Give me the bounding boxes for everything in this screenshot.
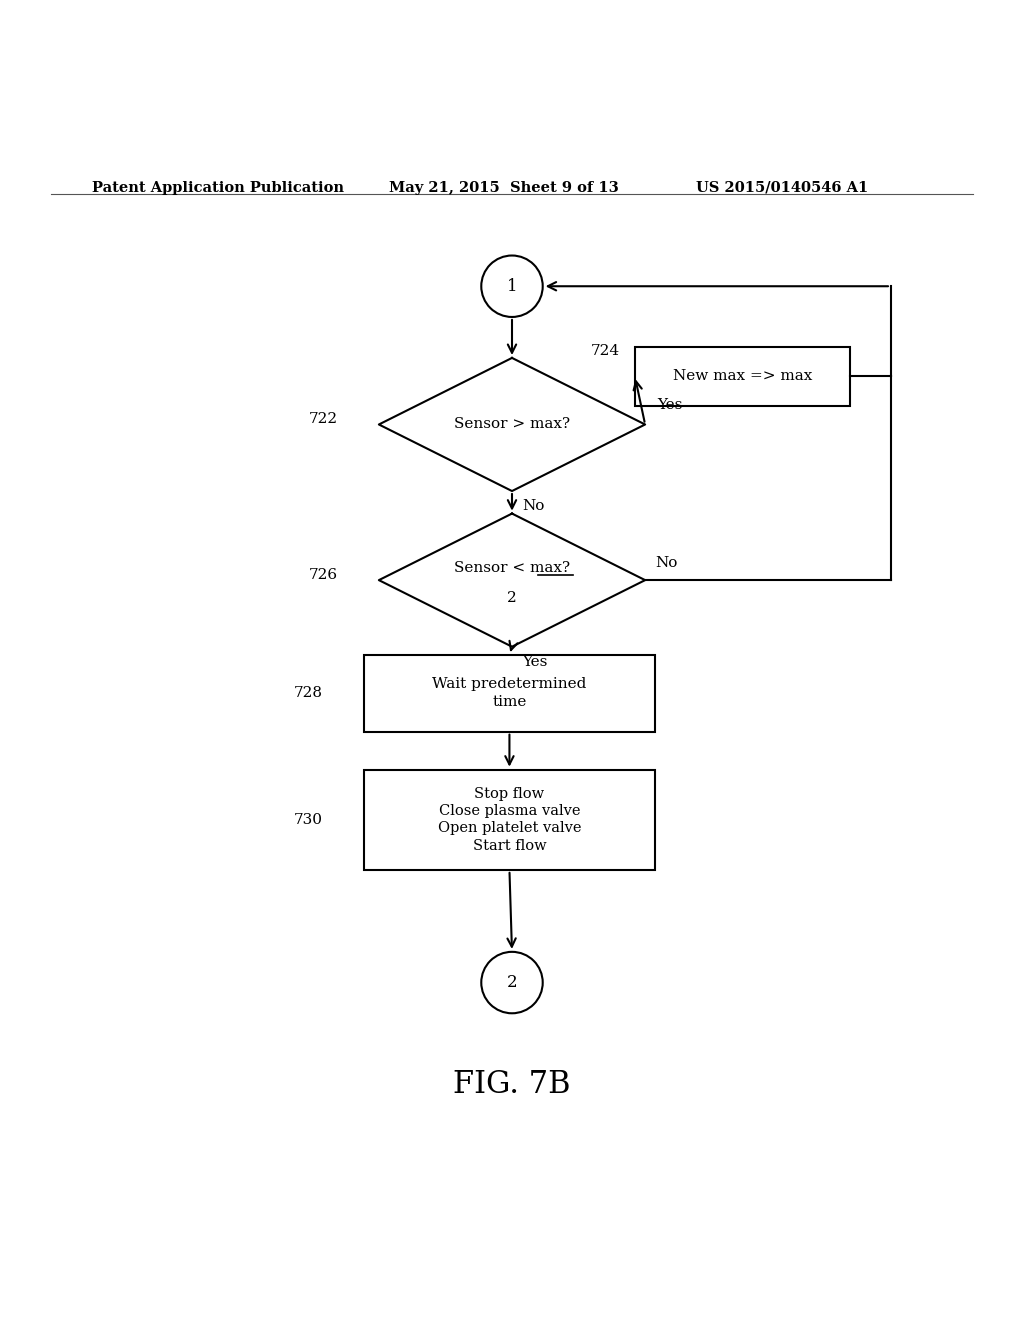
Bar (364, 770, 655, 870)
Text: 2: 2 (507, 590, 517, 605)
Text: 726: 726 (309, 568, 338, 582)
Text: 722: 722 (309, 412, 338, 426)
Text: Patent Application Publication: Patent Application Publication (92, 181, 344, 195)
Text: US 2015/0140546 A1: US 2015/0140546 A1 (696, 181, 868, 195)
Text: May 21, 2015  Sheet 9 of 13: May 21, 2015 Sheet 9 of 13 (389, 181, 618, 195)
Text: No: No (655, 556, 678, 570)
Text: FIG. 7B: FIG. 7B (454, 1069, 570, 1101)
Text: Sensor < max?: Sensor < max? (454, 561, 570, 574)
Text: Yes: Yes (522, 655, 548, 669)
Text: New max => max: New max => max (673, 370, 812, 383)
Text: 724: 724 (591, 343, 620, 358)
Text: No: No (522, 499, 545, 513)
Text: 728: 728 (294, 686, 323, 701)
Text: Yes: Yes (657, 399, 683, 412)
Text: 2: 2 (507, 974, 517, 991)
Text: Sensor > max?: Sensor > max? (454, 417, 570, 432)
Text: 730: 730 (294, 813, 323, 826)
Text: Stop flow
Close plasma valve
Open platelet valve
Start flow: Stop flow Close plasma valve Open platel… (437, 787, 582, 853)
Text: Wait predetermined
time: Wait predetermined time (432, 677, 587, 709)
Bar (364, 655, 655, 731)
Bar (635, 347, 850, 407)
Text: 1: 1 (507, 277, 517, 294)
